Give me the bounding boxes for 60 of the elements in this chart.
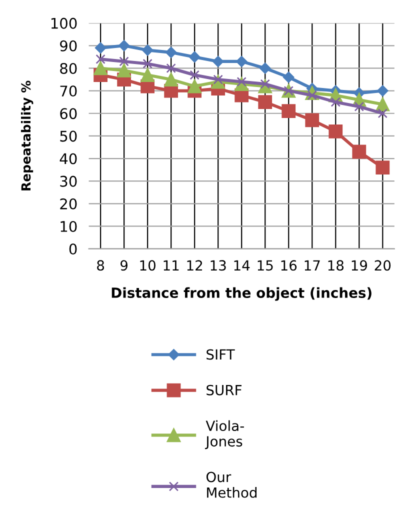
point <box>119 56 129 66</box>
point <box>212 56 224 68</box>
x-tick-label: 17 <box>304 260 320 270</box>
y-axis-title: Repeatability % <box>20 80 34 190</box>
y-tick-label: 10 <box>60 220 77 232</box>
point <box>140 68 155 82</box>
point <box>305 113 320 128</box>
x-tick-label: 16 <box>281 260 297 271</box>
point <box>188 79 202 94</box>
x-tick-label: 13 <box>210 260 226 271</box>
point <box>236 56 248 68</box>
x-tick-label: 14 <box>234 260 250 270</box>
point <box>328 124 343 138</box>
point <box>283 72 294 83</box>
point <box>282 104 296 118</box>
x-tick-label: 20 <box>374 260 391 271</box>
point <box>377 85 388 96</box>
x-tick-label: 18 <box>328 260 344 271</box>
y-tick-label: 50 <box>60 130 77 142</box>
point <box>96 54 106 64</box>
point <box>94 61 108 76</box>
legend-label: SIFT <box>206 349 235 360</box>
x-tick-label: 12 <box>187 260 202 270</box>
point <box>94 42 106 54</box>
legend-label: Our Method <box>206 472 257 498</box>
point <box>376 97 390 112</box>
point <box>330 97 341 107</box>
point <box>188 51 200 63</box>
point <box>118 40 130 52</box>
point <box>378 108 388 118</box>
legend-label: Viola-Jones <box>204 420 244 450</box>
x-tick-label: 15 <box>258 260 273 271</box>
y-tick-label: 20 <box>60 198 77 210</box>
point <box>354 102 364 112</box>
y-tick-label: 90 <box>60 40 77 52</box>
x-tick-label: 8 <box>97 260 104 271</box>
point <box>142 44 154 56</box>
point <box>142 58 152 69</box>
point <box>376 160 390 174</box>
point <box>260 62 271 74</box>
point <box>352 144 366 159</box>
y-tick-label: 60 <box>60 108 77 120</box>
y-tick-label: 40 <box>60 153 77 164</box>
point <box>190 70 200 80</box>
point <box>166 63 176 74</box>
legend-label: SURF <box>206 384 242 396</box>
x-axis-title: Distance from the object (inches) <box>112 287 372 301</box>
y-tick-label: 0 <box>69 244 77 255</box>
y-tick-label: 80 <box>60 62 77 74</box>
point <box>165 46 177 58</box>
point <box>258 95 272 110</box>
x-tick-label: 9 <box>120 260 128 271</box>
point <box>164 72 178 86</box>
x-tick-label: 11 <box>164 260 179 270</box>
y-tick-label: 100 <box>51 18 77 29</box>
y-tick-label: 70 <box>60 86 77 97</box>
x-tick-label: 19 <box>352 260 368 271</box>
x-tick-label: 10 <box>140 260 156 271</box>
y-tick-label: 30 <box>60 176 77 187</box>
point <box>117 64 132 78</box>
